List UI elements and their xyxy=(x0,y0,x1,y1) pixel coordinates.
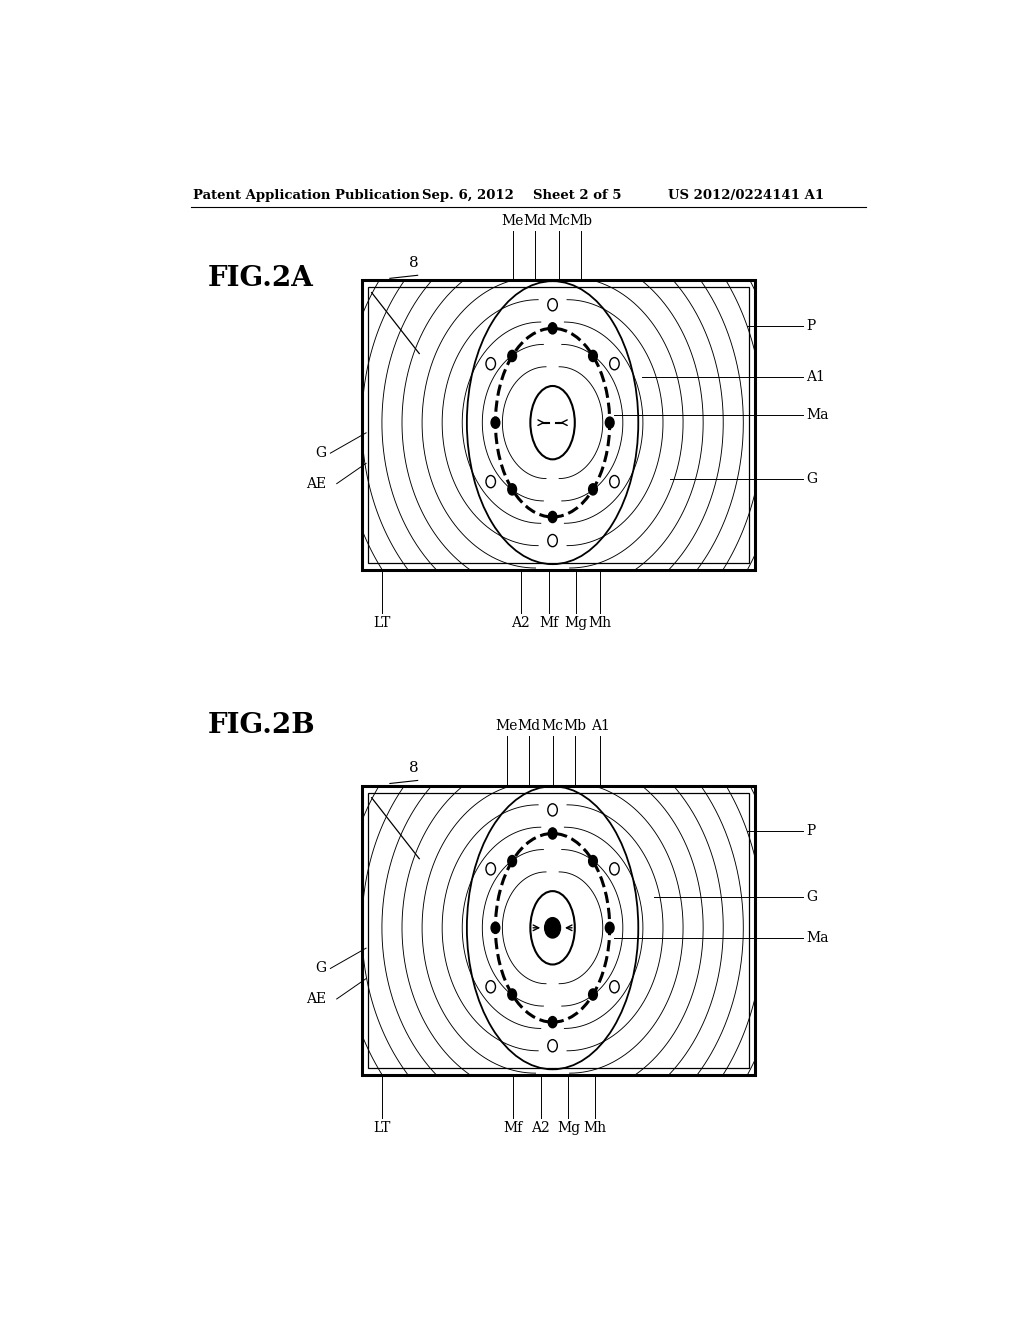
Text: Mg: Mg xyxy=(565,616,588,630)
Text: AE: AE xyxy=(306,477,327,491)
Circle shape xyxy=(508,989,516,1001)
Text: P: P xyxy=(807,319,816,333)
Text: Mg: Mg xyxy=(557,1121,580,1135)
Text: A1: A1 xyxy=(591,718,609,733)
Bar xyxy=(362,280,755,570)
Circle shape xyxy=(492,417,500,428)
Text: Md: Md xyxy=(517,718,541,733)
Text: US 2012/0224141 A1: US 2012/0224141 A1 xyxy=(668,189,823,202)
Text: LT: LT xyxy=(374,616,390,630)
Text: LT: LT xyxy=(374,1121,390,1135)
Circle shape xyxy=(605,923,614,933)
Text: AE: AE xyxy=(306,991,327,1006)
Circle shape xyxy=(548,828,557,840)
Circle shape xyxy=(545,917,560,939)
Text: Mb: Mb xyxy=(563,718,587,733)
Bar xyxy=(368,288,750,562)
Text: Mh: Mh xyxy=(583,1121,606,1135)
Circle shape xyxy=(589,350,597,362)
Text: G: G xyxy=(807,890,817,904)
Circle shape xyxy=(589,855,597,867)
Text: Mc: Mc xyxy=(548,214,570,227)
Text: 8: 8 xyxy=(409,762,419,775)
Bar xyxy=(368,792,750,1068)
Circle shape xyxy=(548,322,557,334)
Text: Mb: Mb xyxy=(569,214,593,227)
Text: Me: Me xyxy=(496,718,518,733)
Circle shape xyxy=(492,923,500,933)
Circle shape xyxy=(589,989,597,1001)
Circle shape xyxy=(548,1016,557,1028)
Text: G: G xyxy=(315,961,327,975)
Text: G: G xyxy=(315,446,327,461)
Circle shape xyxy=(605,417,614,428)
Text: Patent Application Publication: Patent Application Publication xyxy=(194,189,420,202)
Text: Mf: Mf xyxy=(503,1121,522,1135)
Text: Md: Md xyxy=(523,214,547,227)
Bar xyxy=(362,785,755,1076)
Circle shape xyxy=(508,350,516,362)
Text: FIG.2B: FIG.2B xyxy=(207,713,315,739)
Text: Mf: Mf xyxy=(539,616,558,630)
Circle shape xyxy=(548,511,557,523)
Circle shape xyxy=(508,855,516,867)
Text: Mc: Mc xyxy=(542,718,563,733)
Text: FIG.2A: FIG.2A xyxy=(207,265,313,292)
Text: Sheet 2 of 5: Sheet 2 of 5 xyxy=(532,189,622,202)
Text: Me: Me xyxy=(502,214,524,227)
Text: Sep. 6, 2012: Sep. 6, 2012 xyxy=(422,189,513,202)
Circle shape xyxy=(589,483,597,495)
Text: 8: 8 xyxy=(409,256,419,271)
Text: Ma: Ma xyxy=(807,931,829,945)
Text: Ma: Ma xyxy=(807,408,829,421)
Circle shape xyxy=(508,483,516,495)
Text: G: G xyxy=(807,471,817,486)
Text: A2: A2 xyxy=(511,616,530,630)
Text: Mh: Mh xyxy=(589,616,611,630)
Text: A1: A1 xyxy=(807,370,825,384)
Text: P: P xyxy=(807,824,816,838)
Text: A2: A2 xyxy=(531,1121,550,1135)
